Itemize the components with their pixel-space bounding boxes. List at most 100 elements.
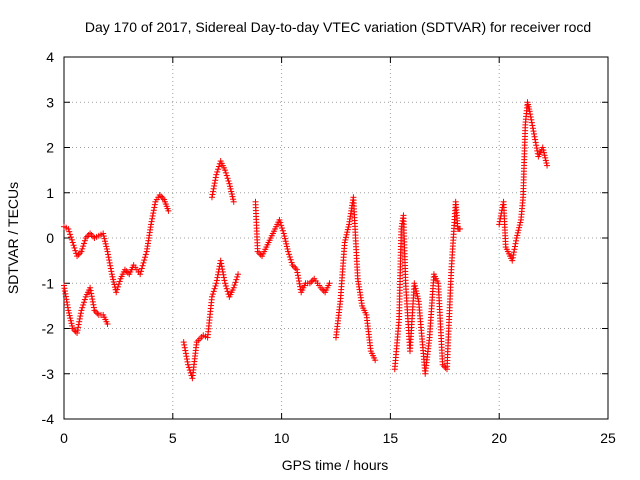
data-point xyxy=(158,193,165,200)
data-point xyxy=(139,262,146,269)
data-point xyxy=(343,231,350,238)
data-point xyxy=(296,280,303,287)
data-point xyxy=(77,313,84,320)
data-point xyxy=(208,194,215,201)
data-point xyxy=(344,229,351,236)
data-point xyxy=(230,196,237,203)
data-point xyxy=(289,262,296,269)
data-point xyxy=(67,315,74,322)
data-point xyxy=(281,233,288,240)
data-point xyxy=(151,204,158,211)
data-point xyxy=(218,260,225,267)
data-point xyxy=(516,224,523,231)
y-tick-label: 3 xyxy=(46,94,54,110)
data-point xyxy=(256,250,263,257)
y-tick-label: 0 xyxy=(46,230,54,246)
data-point xyxy=(69,239,76,246)
data-point xyxy=(148,218,155,225)
data-point xyxy=(222,169,229,176)
data-point xyxy=(220,274,227,281)
data-point xyxy=(411,280,418,287)
data-point xyxy=(141,257,148,264)
data-point xyxy=(90,301,97,308)
x-tick-label: 15 xyxy=(383,430,399,446)
data-point xyxy=(76,318,83,325)
data-point xyxy=(542,154,549,161)
data-point xyxy=(182,347,189,354)
chart-title: Day 170 of 2017, Sidereal Day-to-day VTE… xyxy=(85,19,591,35)
data-points xyxy=(61,99,551,382)
data-point xyxy=(413,290,420,297)
data-point xyxy=(527,113,534,120)
data-point xyxy=(142,251,149,258)
data-point xyxy=(534,147,541,154)
x-axis-label: GPS time / hours xyxy=(282,457,389,473)
data-point xyxy=(108,268,115,275)
data-point xyxy=(285,248,292,255)
data-point xyxy=(76,315,83,322)
data-point xyxy=(277,219,284,226)
data-point xyxy=(211,285,218,292)
data-point xyxy=(414,293,421,300)
data-point xyxy=(533,142,540,149)
data-point xyxy=(101,235,108,242)
data-point xyxy=(514,229,521,236)
y-tick-label: -4 xyxy=(42,411,55,427)
data-point xyxy=(220,271,227,278)
data-point xyxy=(106,259,113,266)
data-point xyxy=(78,248,85,255)
data-point xyxy=(496,221,503,228)
data-point xyxy=(254,248,261,255)
data-point xyxy=(210,185,217,192)
data-point xyxy=(282,238,289,245)
y-tick-label: 4 xyxy=(46,49,54,65)
data-point xyxy=(69,322,76,329)
data-point xyxy=(222,167,229,174)
data-point xyxy=(180,339,187,346)
data-point xyxy=(77,310,84,317)
data-point xyxy=(113,289,120,296)
x-tick-label: 5 xyxy=(169,430,177,446)
data-point xyxy=(104,248,111,255)
data-point xyxy=(214,271,221,278)
data-point xyxy=(532,136,539,143)
data-point xyxy=(412,285,419,292)
data-point xyxy=(529,125,536,132)
data-point xyxy=(541,152,548,159)
data-point xyxy=(319,286,326,293)
data-point xyxy=(222,280,229,287)
data-point xyxy=(212,177,219,184)
data-point xyxy=(65,225,72,232)
data-point xyxy=(80,301,87,308)
data-point xyxy=(223,172,230,179)
data-point xyxy=(511,243,518,250)
data-point xyxy=(214,168,221,175)
data-point xyxy=(107,262,114,269)
data-point xyxy=(345,224,352,231)
data-point xyxy=(280,230,287,237)
data-point xyxy=(532,139,539,146)
data-point xyxy=(512,240,519,247)
axis-ticks: 0 5 10 15 20 25 -4 -3 -2 -1 0 1 2 3 4 xyxy=(42,49,616,446)
data-point xyxy=(65,309,72,316)
data-point xyxy=(67,317,74,324)
data-point xyxy=(68,320,75,327)
data-point xyxy=(87,230,94,237)
data-point xyxy=(344,226,351,233)
data-point xyxy=(342,236,349,243)
data-point xyxy=(89,296,96,303)
data-point xyxy=(222,282,229,289)
data-point xyxy=(513,237,520,244)
data-point xyxy=(342,234,349,241)
data-point xyxy=(110,278,117,285)
data-point xyxy=(102,238,109,245)
data-point xyxy=(104,320,111,327)
data-point xyxy=(70,242,77,249)
data-point xyxy=(115,281,122,288)
data-point xyxy=(149,212,156,219)
data-point xyxy=(286,254,293,261)
data-point xyxy=(230,284,237,291)
data-point xyxy=(415,295,422,302)
data-point xyxy=(208,293,215,300)
data-point xyxy=(74,253,81,260)
